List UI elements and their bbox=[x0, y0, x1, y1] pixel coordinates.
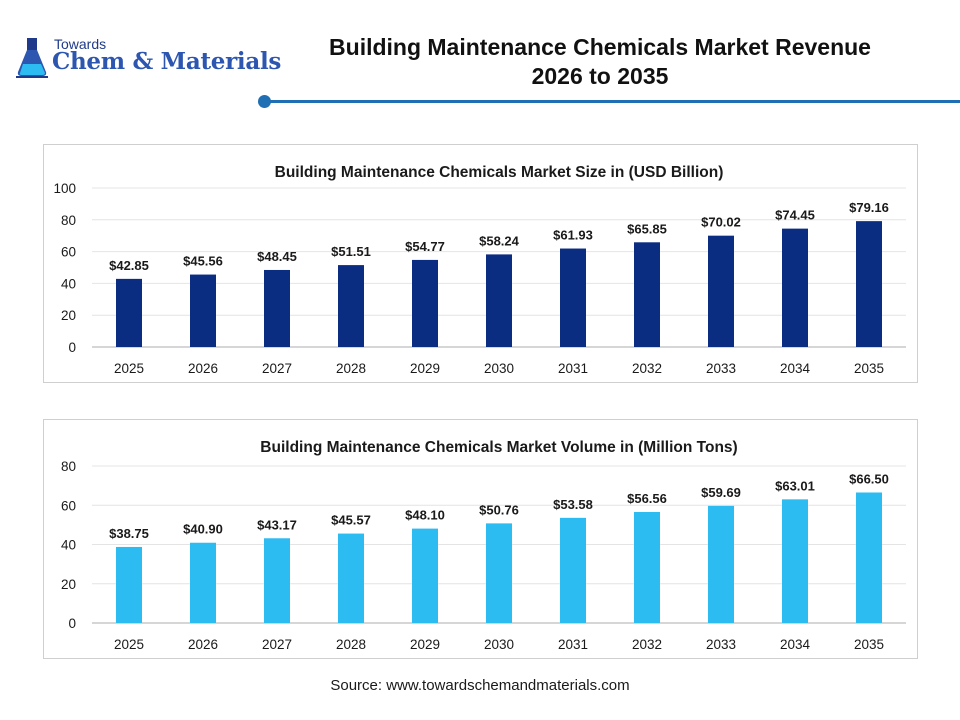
data-label: $70.02 bbox=[701, 215, 741, 230]
bar bbox=[634, 242, 660, 347]
x-tick-label: 2031 bbox=[558, 637, 588, 652]
data-label: $61.93 bbox=[553, 228, 593, 243]
data-label: $40.90 bbox=[183, 522, 223, 537]
x-tick-label: 2034 bbox=[780, 637, 811, 652]
logo-big-text: Chem & Materials bbox=[52, 48, 282, 75]
header-rule-dot bbox=[258, 95, 271, 108]
page-title-line2: 2026 to 2035 bbox=[531, 63, 669, 89]
volume-bar-chart: Building Maintenance Chemicals Market Vo… bbox=[61, 439, 906, 652]
x-tick-label: 2026 bbox=[188, 361, 218, 376]
page-title: Building Maintenance Chemicals Market Re… bbox=[270, 33, 930, 91]
bar bbox=[560, 517, 586, 623]
data-label: $50.76 bbox=[479, 502, 519, 517]
y-tick-label: 0 bbox=[68, 340, 76, 355]
x-tick-label: 2028 bbox=[336, 637, 366, 652]
bar bbox=[190, 542, 216, 623]
chart-title: Building Maintenance Chemicals Market Vo… bbox=[260, 439, 737, 456]
bar bbox=[190, 274, 216, 347]
bar bbox=[708, 505, 734, 623]
y-tick-label: 80 bbox=[61, 459, 76, 474]
y-tick-label: 40 bbox=[61, 538, 76, 553]
chart-title: Building Maintenance Chemicals Market Si… bbox=[275, 164, 724, 181]
bar bbox=[338, 533, 364, 623]
data-label: $65.85 bbox=[627, 221, 667, 236]
data-label: $38.75 bbox=[109, 526, 149, 541]
bar bbox=[486, 523, 512, 623]
x-tick-label: 2030 bbox=[484, 637, 514, 652]
x-tick-label: 2028 bbox=[336, 361, 366, 376]
bar bbox=[708, 235, 734, 347]
revenue-chart-panel: Building Maintenance Chemicals Market Si… bbox=[43, 144, 918, 383]
data-label: $63.01 bbox=[775, 478, 815, 493]
x-tick-label: 2033 bbox=[706, 637, 736, 652]
x-tick-label: 2027 bbox=[262, 637, 292, 652]
data-label: $45.56 bbox=[183, 254, 223, 269]
bar bbox=[116, 278, 142, 347]
data-label: $66.50 bbox=[849, 471, 889, 486]
data-label: $42.85 bbox=[109, 258, 149, 273]
x-tick-label: 2025 bbox=[114, 361, 144, 376]
x-tick-label: 2035 bbox=[854, 361, 884, 376]
y-tick-label: 100 bbox=[53, 181, 76, 196]
y-tick-label: 0 bbox=[68, 616, 76, 631]
x-tick-label: 2035 bbox=[854, 637, 884, 652]
bar bbox=[782, 228, 808, 347]
x-tick-label: 2033 bbox=[706, 361, 736, 376]
data-label: $56.56 bbox=[627, 491, 667, 506]
x-tick-label: 2025 bbox=[114, 637, 144, 652]
bar bbox=[116, 546, 142, 623]
revenue-bar-chart: Building Maintenance Chemicals Market Si… bbox=[53, 164, 906, 376]
bar bbox=[560, 248, 586, 347]
page-title-line1: Building Maintenance Chemicals Market Re… bbox=[329, 34, 871, 60]
data-label: $79.16 bbox=[849, 200, 889, 215]
y-tick-label: 40 bbox=[61, 276, 76, 291]
data-label: $45.57 bbox=[331, 513, 371, 528]
y-tick-label: 60 bbox=[61, 498, 76, 513]
bar bbox=[782, 499, 808, 623]
x-tick-label: 2031 bbox=[558, 361, 588, 376]
bar bbox=[856, 221, 882, 347]
x-tick-label: 2032 bbox=[632, 637, 662, 652]
x-tick-label: 2027 bbox=[262, 361, 292, 376]
data-label: $54.77 bbox=[405, 239, 445, 254]
data-label: $53.58 bbox=[553, 497, 593, 512]
header-rule bbox=[270, 100, 960, 103]
bar bbox=[338, 265, 364, 347]
x-tick-label: 2026 bbox=[188, 637, 218, 652]
data-label: $48.45 bbox=[257, 249, 297, 264]
bar bbox=[634, 512, 660, 623]
x-tick-label: 2030 bbox=[484, 361, 514, 376]
y-tick-label: 20 bbox=[61, 577, 76, 592]
logo-small-text: Towards bbox=[54, 36, 107, 52]
data-label: $51.51 bbox=[331, 244, 371, 259]
bar bbox=[486, 254, 512, 347]
y-tick-label: 60 bbox=[61, 245, 76, 260]
x-tick-label: 2032 bbox=[632, 361, 662, 376]
bar bbox=[412, 259, 438, 347]
source-note: Source: www.towardschemandmaterials.com bbox=[330, 677, 630, 694]
data-label: $58.24 bbox=[479, 233, 520, 248]
x-tick-label: 2034 bbox=[780, 361, 811, 376]
y-tick-label: 80 bbox=[61, 213, 76, 228]
x-tick-label: 2029 bbox=[410, 361, 440, 376]
y-tick-label: 20 bbox=[61, 308, 76, 323]
volume-chart-panel: Building Maintenance Chemicals Market Vo… bbox=[43, 419, 918, 659]
x-tick-label: 2029 bbox=[410, 637, 440, 652]
bar bbox=[264, 538, 290, 623]
flask-icon bbox=[16, 38, 48, 78]
brand-logo: Towards Chem & Materials bbox=[14, 34, 281, 82]
bar bbox=[264, 269, 290, 347]
data-label: $59.69 bbox=[701, 485, 741, 500]
data-label: $74.45 bbox=[775, 208, 815, 223]
data-label: $43.17 bbox=[257, 517, 297, 532]
data-label: $48.10 bbox=[405, 508, 445, 523]
bar bbox=[412, 528, 438, 623]
bar bbox=[856, 492, 882, 623]
